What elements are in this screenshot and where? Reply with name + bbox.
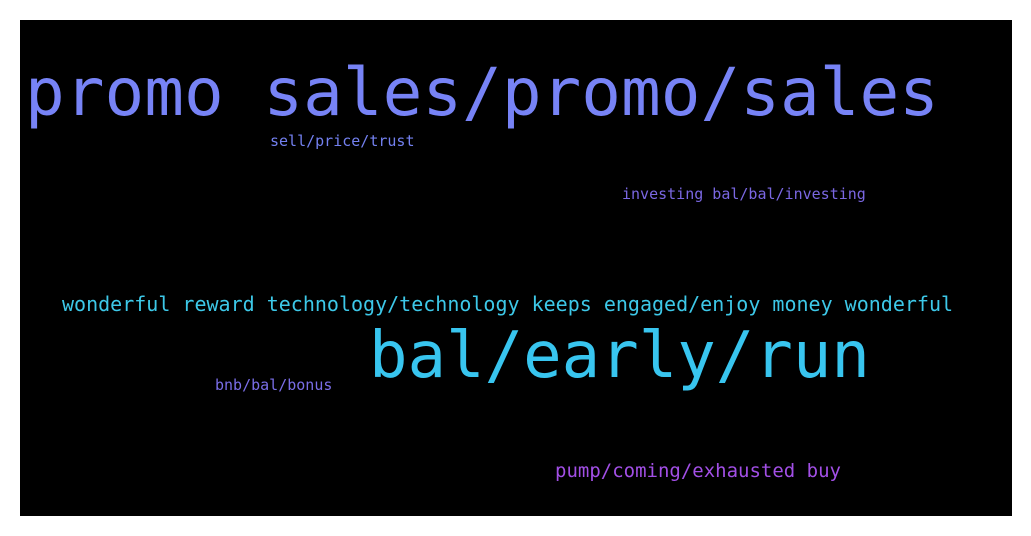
word-sell-price-trust: sell/price/trust bbox=[270, 132, 415, 150]
word-bal-early-run: bal/early/run bbox=[369, 319, 870, 393]
word-bnb-bal-bonus: bnb/bal/bonus bbox=[215, 376, 333, 394]
word-cloud: promo sales/promo/sales sell/price/trust… bbox=[20, 20, 1012, 516]
word-wonderful-reward: wonderful reward technology/technology k… bbox=[62, 292, 954, 316]
word-promo-sales: promo sales/promo/sales bbox=[25, 54, 939, 131]
word-investing-bal: investing bal/bal/investing bbox=[622, 185, 866, 203]
word-pump-coming: pump/coming/exhausted buy bbox=[555, 460, 841, 482]
